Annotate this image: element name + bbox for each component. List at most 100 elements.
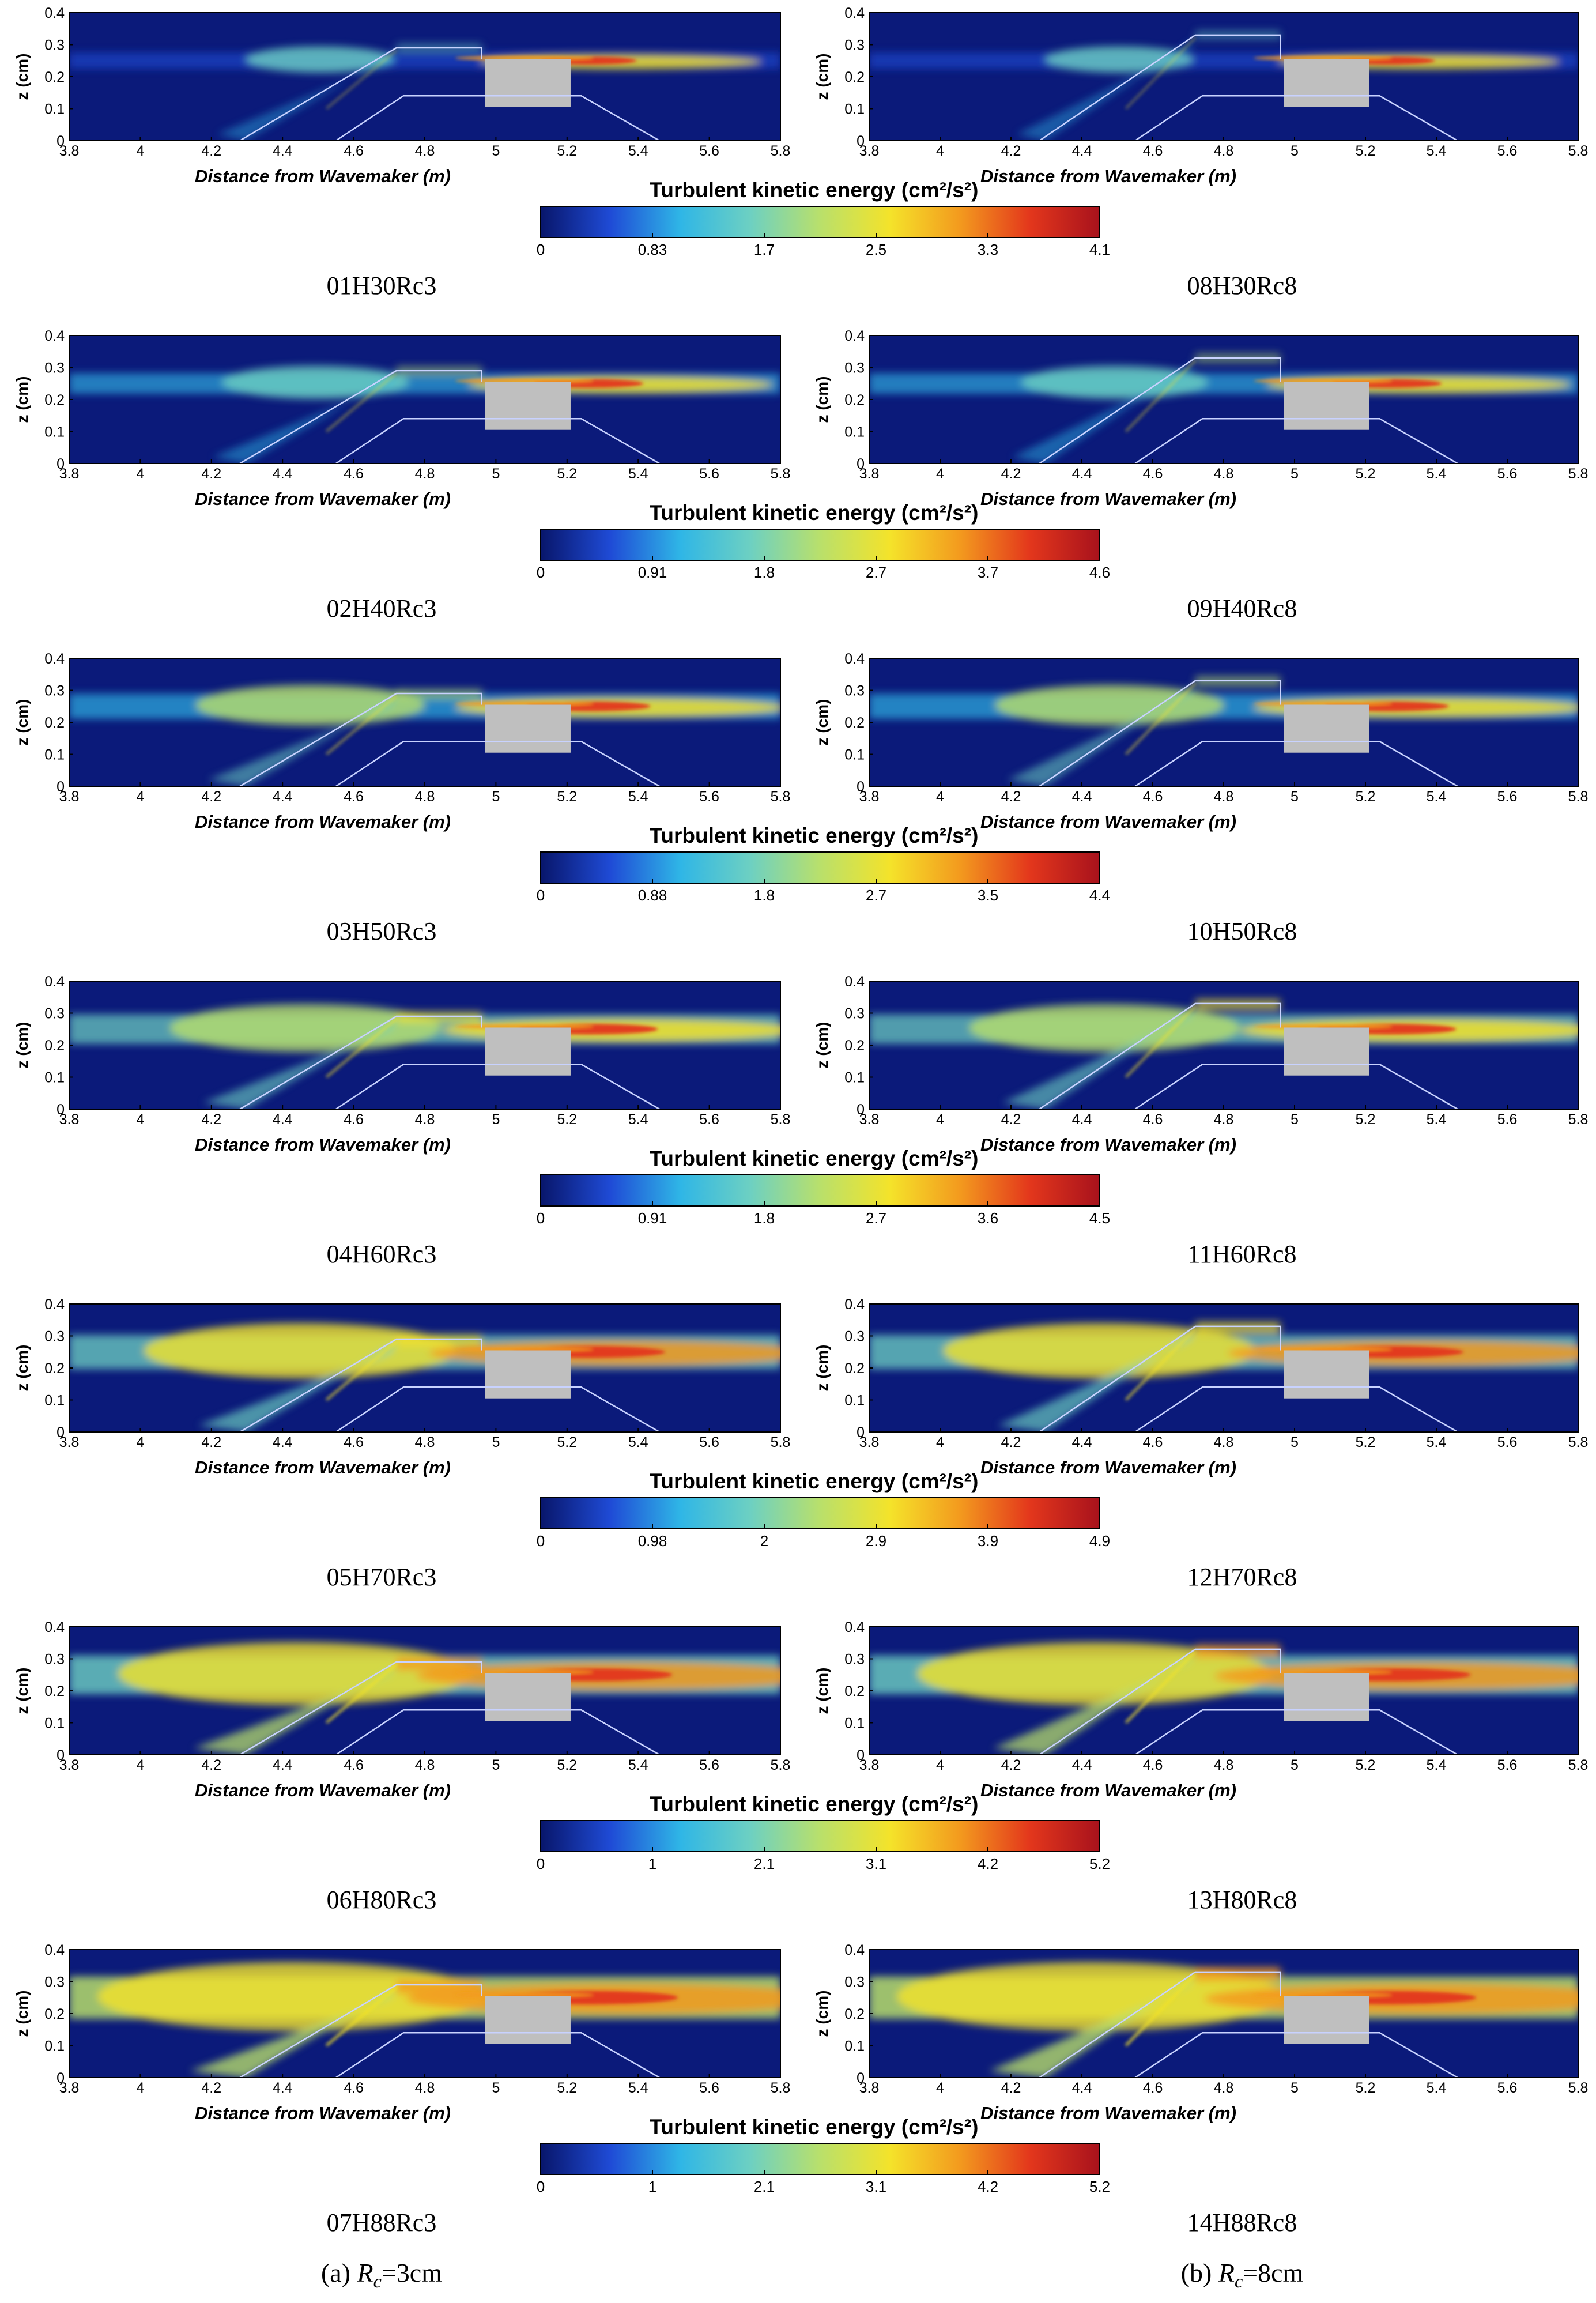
- tke-field: [869, 353, 1578, 463]
- x-tick-label: 4.4: [1072, 2080, 1092, 2096]
- slope-shear-layer: [989, 1975, 1195, 2078]
- z-tick-label: 0.3: [44, 1329, 65, 1345]
- case-caption: 12H70Rc8: [1187, 1563, 1297, 1591]
- colorbar-label: Turbulent kinetic energy (cm²/s²): [650, 501, 979, 525]
- core-outline: [1134, 1709, 1458, 1755]
- colorbar-tick-label: 4.5: [1089, 1209, 1110, 1227]
- caption-prefix: (b): [1181, 2258, 1218, 2287]
- colorbar-label: Turbulent kinetic energy (cm²/s²): [650, 1792, 979, 1816]
- z-tick-label: 0.1: [44, 424, 65, 440]
- x-tick-label: 4: [136, 1111, 144, 1128]
- slope-shear-layer: [1002, 1007, 1195, 1109]
- z-tick-label: 0.3: [844, 360, 865, 376]
- z-tick-label: 0.3: [44, 37, 65, 54]
- z-tick-label: 0.2: [44, 715, 65, 731]
- colorbar-tick-label: 0: [537, 1209, 545, 1227]
- x-tick-label: 5: [1291, 1757, 1299, 1773]
- z-tick-label: 0.4: [44, 328, 65, 344]
- slope-jet: [325, 695, 398, 756]
- colorbar-tick-label: 3.1: [866, 2178, 886, 2195]
- z-axis-label: z (cm): [813, 1345, 831, 1392]
- z-tick-label: 0.4: [44, 1296, 65, 1313]
- x-tick-label: 4.6: [1143, 2080, 1163, 2096]
- colorbar-tick-label: 1: [648, 1855, 656, 1872]
- x-tick-label: 3.8: [59, 143, 80, 159]
- z-tick-label: 0.1: [844, 101, 865, 118]
- z-axis-label: z (cm): [813, 1991, 831, 2037]
- breakwater-outline: [1039, 1971, 1281, 2078]
- x-tick-label: 5.4: [628, 2080, 648, 2096]
- caption-prefix: (a): [321, 2258, 357, 2287]
- submerged-box: [1284, 704, 1369, 753]
- x-tick-label: 4.8: [1214, 1757, 1234, 1773]
- colorbar-label: Turbulent kinetic energy (cm²/s²): [650, 2115, 979, 2139]
- colorbar-tick-label: 2.7: [866, 887, 886, 904]
- x-tick-label: 3.8: [859, 1434, 880, 1450]
- z-tick-label: 0.1: [44, 1716, 65, 1732]
- x-axis-label: Distance from Wavemaker (m): [195, 166, 451, 186]
- heatmap-panel-11H60Rc8: 3.8 4 4.2 4.4 4.6 4.8 5 5.2 5.4 5.6 5.8 0 0.1 0.2 0.3 0…: [813, 974, 1588, 1268]
- x-tick-label: 4.4: [273, 2080, 293, 2096]
- crown-jet: [396, 1012, 482, 1023]
- x-tick-label: 4.2: [1001, 143, 1021, 159]
- colorbar-tick-label: 0: [537, 1532, 545, 1550]
- x-tick-label: 5.2: [1356, 2080, 1376, 2096]
- caption-subscript: c: [1235, 2271, 1243, 2291]
- x-tick-label: 3.8: [859, 2080, 880, 2096]
- heatmap-plot: [869, 658, 1578, 786]
- z-tick-label: 0.2: [44, 1038, 65, 1054]
- z-tick-label: 0.4: [44, 1619, 65, 1635]
- submerged-box: [1284, 1027, 1369, 1076]
- x-tick-label: 5.8: [771, 1434, 791, 1450]
- z-tick-label: 0.3: [844, 1652, 865, 1668]
- z-tick-label: 0.1: [844, 1716, 865, 1732]
- core-outline: [335, 1064, 660, 1109]
- z-tick-label: 0.2: [844, 392, 865, 408]
- caption-value: =3cm: [382, 2258, 442, 2287]
- z-tick-label: 0.2: [844, 2006, 865, 2022]
- x-tick-label: 3.8: [859, 1111, 880, 1128]
- core-outline: [1134, 741, 1458, 786]
- heatmap-plot: [69, 13, 780, 141]
- x-tick-label: 4.2: [1001, 466, 1021, 482]
- colorbar-tick-label: 2: [760, 1532, 768, 1550]
- x-tick-label: 4.8: [415, 143, 435, 159]
- x-tick-label: 4.8: [415, 2080, 435, 2096]
- heatmap-panel-03H50Rc3: 3.8 4 4.2 4.4 4.6 4.8 5 5.2 5.4 5.6 5.8 0 0.1 0.2 0.3 0…: [13, 651, 790, 945]
- submerged-box: [485, 1996, 571, 2044]
- x-tick-label: 5.6: [1497, 1757, 1518, 1773]
- colorbar-tick-label: 0.88: [638, 887, 667, 904]
- x-tick-label: 5.6: [1497, 1434, 1518, 1450]
- colorbar-row-7: Turbulent kinetic energy (cm²/s²) 0 1 2.1 3.…: [537, 2115, 1110, 2195]
- x-tick-label: 5.2: [557, 466, 577, 482]
- colorbar-tick-label: 0: [537, 1855, 545, 1872]
- colorbar-tick-label: 3.1: [866, 1855, 886, 1872]
- breaking-zone: [968, 1004, 1240, 1053]
- figure-row-5: 3.8 4 4.2 4.4 4.6 4.8 5 5.2 5.4 5.6 5.8 0 0.1 0.2 0.3 0…: [13, 1296, 1588, 1591]
- core-outline: [335, 2032, 660, 2078]
- x-tick-label: 4.2: [201, 1757, 221, 1773]
- breaking-zone: [221, 365, 409, 399]
- x-axis-label: Distance from Wavemaker (m): [980, 2103, 1236, 2123]
- x-tick-label: 4.2: [201, 143, 221, 159]
- x-tick-label: 4.4: [273, 1757, 293, 1773]
- colorbar-tick-label: 0: [537, 887, 545, 904]
- crown-jet: [1195, 1321, 1281, 1334]
- colorbar-tick-label: 4.2: [978, 1855, 998, 1872]
- z-tick-label: 0: [56, 1424, 65, 1441]
- x-tick-label: 4.6: [344, 1434, 364, 1450]
- slope-jet: [325, 372, 398, 433]
- figure-row-4: 3.8 4 4.2 4.4 4.6 4.8 5 5.2 5.4 5.6 5.8 0 0.1 0.2 0.3 0…: [13, 974, 1588, 1268]
- x-tick-label: 5.4: [628, 1757, 648, 1773]
- x-tick-label: 4.8: [1214, 789, 1234, 805]
- heatmap-plot: [69, 1950, 780, 2078]
- tke-field: [869, 676, 1578, 786]
- x-tick-label: 5.8: [771, 466, 791, 482]
- x-tick-label: 5.6: [1497, 143, 1518, 159]
- heatmap-panel-06H80Rc3: 3.8 4 4.2 4.4 4.6 4.8 5 5.2 5.4 5.6 5.8 0 0.1 0.2 0.3 0…: [13, 1619, 790, 1914]
- slope-jet: [1125, 1973, 1197, 2047]
- z-tick-label: 0.1: [844, 1070, 865, 1086]
- x-tick-label: 5.8: [771, 143, 791, 159]
- x-tick-label: 4.2: [1001, 789, 1021, 805]
- colorbar-row-4: Turbulent kinetic energy (cm²/s²) 0 0.91 1.…: [537, 1147, 1110, 1227]
